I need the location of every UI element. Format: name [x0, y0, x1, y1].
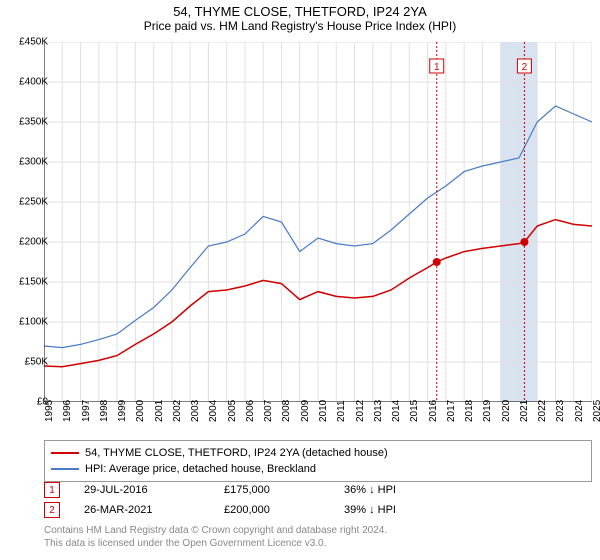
x-tick-label: 2016: [428, 400, 439, 422]
legend-item: HPI: Average price, detached house, Brec…: [51, 461, 585, 477]
chart-area: 12: [44, 42, 592, 402]
x-tick-label: 2002: [172, 400, 183, 422]
x-tick-label: 2024: [574, 400, 585, 422]
y-tick-label: £150K: [8, 277, 48, 288]
x-tick-label: 2011: [336, 400, 347, 422]
chart-container: 54, THYME CLOSE, THETFORD, IP24 2YA Pric…: [0, 0, 600, 560]
x-tick-label: 2013: [373, 400, 384, 422]
y-tick-label: £250K: [8, 197, 48, 208]
svg-text:1: 1: [434, 62, 440, 73]
x-tick-label: 2007: [263, 400, 274, 422]
transaction-price: £175,000: [224, 484, 344, 496]
x-tick-label: 2003: [190, 400, 201, 422]
x-tick-label: 2023: [555, 400, 566, 422]
legend-label: HPI: Average price, detached house, Brec…: [85, 463, 316, 475]
chart-subtitle: Price paid vs. HM Land Registry's House …: [0, 19, 600, 37]
legend-color-swatch: [51, 468, 79, 470]
x-tick-label: 2010: [318, 400, 329, 422]
x-tick-label: 1999: [117, 400, 128, 422]
legend-item: 54, THYME CLOSE, THETFORD, IP24 2YA (det…: [51, 445, 585, 461]
y-tick-label: £100K: [8, 317, 48, 328]
legend-box: 54, THYME CLOSE, THETFORD, IP24 2YA (det…: [44, 440, 592, 482]
y-tick-label: £400K: [8, 77, 48, 88]
y-tick-label: £300K: [8, 157, 48, 168]
x-tick-label: 2019: [482, 400, 493, 422]
x-tick-label: 2001: [154, 400, 165, 422]
x-tick-label: 2009: [300, 400, 311, 422]
x-tick-label: 1997: [81, 400, 92, 422]
svg-text:2: 2: [522, 62, 528, 73]
footer-text: Contains HM Land Registry data © Crown c…: [44, 524, 592, 550]
x-tick-label: 1998: [99, 400, 110, 422]
chart-svg: 12: [44, 42, 592, 402]
y-tick-label: £200K: [8, 237, 48, 248]
transaction-row: 2 26-MAR-2021£200,00039% ↓ HPI: [44, 500, 592, 520]
x-tick-label: 2006: [245, 400, 256, 422]
x-tick-label: 2008: [281, 400, 292, 422]
footer-line-1: Contains HM Land Registry data © Crown c…: [44, 524, 592, 537]
x-axis-labels: 1995199619971998199920002001200220032004…: [44, 406, 592, 436]
x-tick-label: 2000: [135, 400, 146, 422]
x-tick-label: 2012: [355, 400, 366, 422]
x-tick-label: 2015: [409, 400, 420, 422]
x-tick-label: 2018: [464, 400, 475, 422]
transaction-diff: 39% ↓ HPI: [344, 504, 484, 516]
x-tick-label: 2025: [592, 400, 600, 422]
chart-title: 54, THYME CLOSE, THETFORD, IP24 2YA: [0, 0, 600, 19]
x-tick-label: 2022: [537, 400, 548, 422]
transaction-price: £200,000: [224, 504, 344, 516]
x-tick-label: 2004: [208, 400, 219, 422]
x-tick-label: 2005: [227, 400, 238, 422]
y-tick-label: £450K: [8, 37, 48, 48]
transaction-date: 29-JUL-2016: [84, 484, 224, 496]
x-tick-label: 1995: [44, 400, 55, 422]
transaction-marker: 2: [44, 502, 60, 518]
transaction-date: 26-MAR-2021: [84, 504, 224, 516]
transactions-table: 1 29-JUL-2016£175,00036% ↓ HPI 2 26-MAR-202…: [44, 480, 592, 520]
y-tick-label: £50K: [8, 357, 48, 368]
x-tick-label: 2021: [519, 400, 530, 422]
transaction-diff: 36% ↓ HPI: [344, 484, 484, 496]
x-tick-label: 2017: [446, 400, 457, 422]
y-tick-label: £350K: [8, 117, 48, 128]
transaction-marker: 1: [44, 482, 60, 498]
x-tick-label: 1996: [62, 400, 73, 422]
y-tick-label: £0: [8, 397, 48, 408]
x-tick-label: 2020: [501, 400, 512, 422]
transaction-row: 1 29-JUL-2016£175,00036% ↓ HPI: [44, 480, 592, 500]
x-tick-label: 2014: [391, 400, 402, 422]
legend-color-swatch: [51, 452, 79, 454]
legend-label: 54, THYME CLOSE, THETFORD, IP24 2YA (det…: [85, 447, 388, 459]
footer-line-2: This data is licensed under the Open Gov…: [44, 537, 592, 550]
